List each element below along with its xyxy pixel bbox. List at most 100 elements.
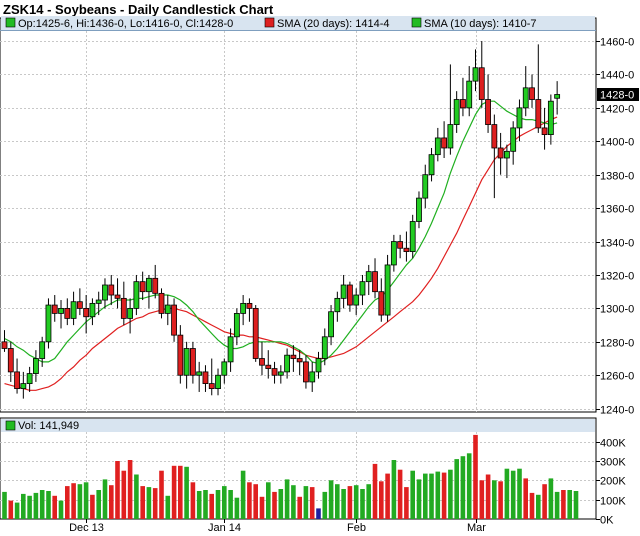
volume-bar — [397, 469, 403, 519]
candle — [529, 74, 535, 108]
chart-title: ZSK14 - Soybeans - Daily Candlestick Cha… — [3, 2, 274, 17]
volume-axis: 0K 100K 200K 300K 400K — [596, 438, 626, 527]
candle — [328, 305, 334, 346]
candle — [51, 295, 58, 322]
candle — [378, 278, 385, 322]
candle — [33, 350, 39, 382]
volume-bar — [152, 488, 158, 519]
candle — [397, 234, 404, 259]
volume-bar — [309, 487, 315, 519]
volume-bar — [291, 485, 296, 519]
candle — [522, 66, 529, 117]
price-tick-label: 1460-0 — [600, 37, 634, 49]
volume-bar — [58, 500, 64, 519]
volume-bar — [554, 491, 560, 519]
price-tick-label: 1420-0 — [600, 104, 634, 116]
volume-bar — [159, 470, 164, 519]
sma-lines — [4, 100, 558, 391]
candle — [70, 291, 77, 326]
candle — [384, 254, 391, 322]
candle — [259, 341, 265, 376]
volume-bar — [498, 481, 503, 519]
candle — [428, 147, 435, 182]
candle — [503, 144, 510, 179]
volume-bar — [115, 461, 120, 519]
candle — [7, 341, 14, 382]
candle — [83, 295, 90, 334]
volume-bar — [504, 468, 510, 519]
price-tick-label: 1300-0 — [600, 304, 634, 316]
volume-bar — [385, 473, 390, 519]
volume-bar — [52, 495, 57, 519]
candle — [284, 348, 291, 379]
candle — [64, 298, 71, 326]
sma10-swatch — [411, 17, 422, 28]
volume-bar — [203, 490, 208, 519]
volume-bar — [209, 493, 214, 519]
volume-bar — [573, 491, 579, 519]
volume-tick-label: 200K — [600, 476, 626, 488]
candle — [127, 298, 133, 334]
x-tick-label: Dec 13 — [69, 522, 104, 534]
volume-bar — [77, 484, 83, 519]
volume-bar — [297, 496, 302, 519]
candle — [215, 368, 221, 396]
volume-bar — [171, 465, 177, 519]
volume-bar — [341, 489, 346, 519]
candle — [20, 371, 27, 399]
candle — [359, 274, 366, 306]
volume-bar — [379, 481, 384, 519]
candle — [171, 298, 177, 342]
candle — [554, 81, 561, 115]
candle — [58, 300, 64, 329]
x-tick-label: Feb — [347, 522, 366, 534]
sma20-swatch — [264, 17, 275, 28]
x-tick-label: Mar — [467, 522, 486, 534]
volume-bar — [485, 474, 491, 519]
volume-bar — [178, 465, 183, 519]
candle — [114, 278, 121, 309]
volume-bar — [404, 487, 409, 519]
volume-bar — [259, 496, 265, 519]
volume-tick-label: 0K — [600, 515, 614, 527]
volume-bar — [146, 487, 152, 519]
candle — [146, 274, 152, 309]
ohlc-legend: Op:1425-6, Hi:1436-0, Lo:1416-0, Cl:1428… — [18, 18, 233, 30]
volume-bar — [335, 484, 340, 519]
candle — [221, 358, 228, 384]
volume-bar — [65, 486, 70, 519]
candle — [233, 308, 240, 346]
volume-bar — [27, 495, 32, 519]
volume-bar — [284, 479, 290, 519]
candle — [45, 298, 52, 349]
candles — [1, 41, 561, 399]
candle — [447, 64, 454, 155]
candle — [26, 366, 33, 392]
volume-bar — [322, 491, 328, 519]
candle — [95, 291, 102, 316]
volume-bar — [460, 456, 466, 519]
volume-bar — [523, 478, 528, 519]
volume-bar — [510, 470, 516, 519]
price-panel — [0, 17, 597, 413]
volume-bar — [328, 480, 334, 519]
candle — [76, 288, 83, 316]
volume-bar — [278, 489, 284, 519]
price-tick-label: 1340-0 — [600, 238, 634, 250]
candle — [271, 361, 278, 384]
volume-bar — [21, 493, 26, 519]
volume-bar — [441, 472, 447, 519]
candle — [89, 298, 96, 326]
volume-bar — [96, 490, 101, 519]
candle — [460, 77, 466, 117]
volume-tick-label: 400K — [600, 438, 626, 450]
price-axis: 1240-0 1260-0 1280-0 1300-0 1320-0 1340-0 1360… — [596, 37, 634, 417]
volume-legend: Vol: 141,949 — [18, 420, 79, 432]
ohlc-swatch — [5, 17, 16, 28]
candle — [189, 341, 196, 384]
candle — [158, 288, 165, 319]
volume-bar — [366, 484, 371, 519]
candle — [547, 94, 554, 145]
volume-bar — [561, 490, 566, 519]
